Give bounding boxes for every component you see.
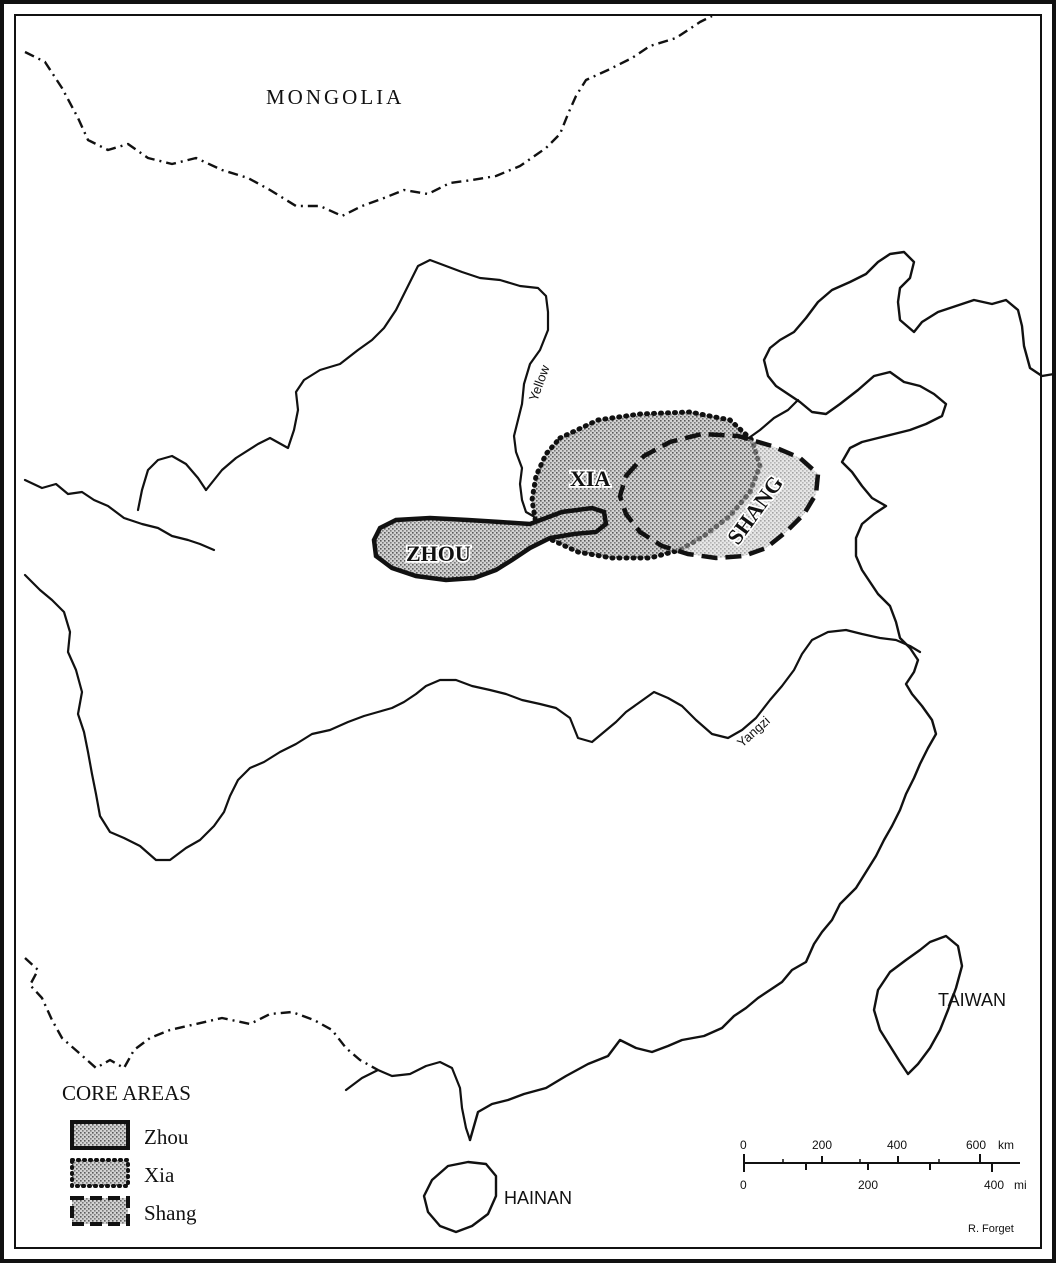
scale-mi-label-0: 0	[740, 1178, 747, 1192]
scale-km-label-600: 600	[966, 1138, 986, 1152]
scale-km-label-400: 400	[887, 1138, 907, 1152]
legend-title: CORE AREAS	[62, 1081, 191, 1105]
map-credit: R. Forget	[968, 1223, 1014, 1235]
scale-mi-unit: mi	[1014, 1178, 1027, 1192]
legend: CORE AREAS Zhou Xia Shang	[40, 1070, 270, 1240]
legend-label-shang: Shang	[144, 1201, 197, 1225]
zhou-core-area	[371, 505, 609, 583]
southern-border	[24, 957, 379, 1072]
legend-label-xia: Xia	[144, 1163, 175, 1187]
scale-mi-label-400: 400	[984, 1178, 1004, 1192]
scale-km-unit: km	[998, 1138, 1014, 1152]
legend-swatch-zhou	[70, 1120, 130, 1150]
label-xia: XIA	[570, 466, 610, 491]
western-river	[23, 478, 216, 552]
yangzi-river	[23, 573, 922, 862]
label-hainan: HAINAN	[504, 1188, 572, 1208]
scale-bar: 0 200 400 600 km 0 200 400 mi	[740, 1138, 1027, 1192]
western-river-loop	[136, 454, 208, 512]
label-taiwan: TAIWAN	[938, 990, 1006, 1010]
legend-label-zhou: Zhou	[144, 1125, 189, 1149]
southern-river	[344, 1060, 472, 1142]
label-zhou: ZHOU	[406, 541, 471, 566]
scale-km-label-200: 200	[812, 1138, 832, 1152]
eastern-coastline	[468, 250, 1056, 1142]
taiwan-island	[872, 934, 964, 1076]
hainan-island	[422, 1160, 498, 1234]
northern-border	[24, 14, 713, 218]
shang-core-area	[617, 431, 821, 561]
legend-swatch-shang	[70, 1196, 130, 1226]
map-frame-inner	[14, 14, 1042, 1249]
scale-km-label-0: 0	[740, 1138, 747, 1152]
scale-mi-label-200: 200	[858, 1178, 878, 1192]
legend-swatch-xia	[70, 1158, 130, 1188]
label-mongolia: MONGOLIA	[266, 85, 404, 109]
